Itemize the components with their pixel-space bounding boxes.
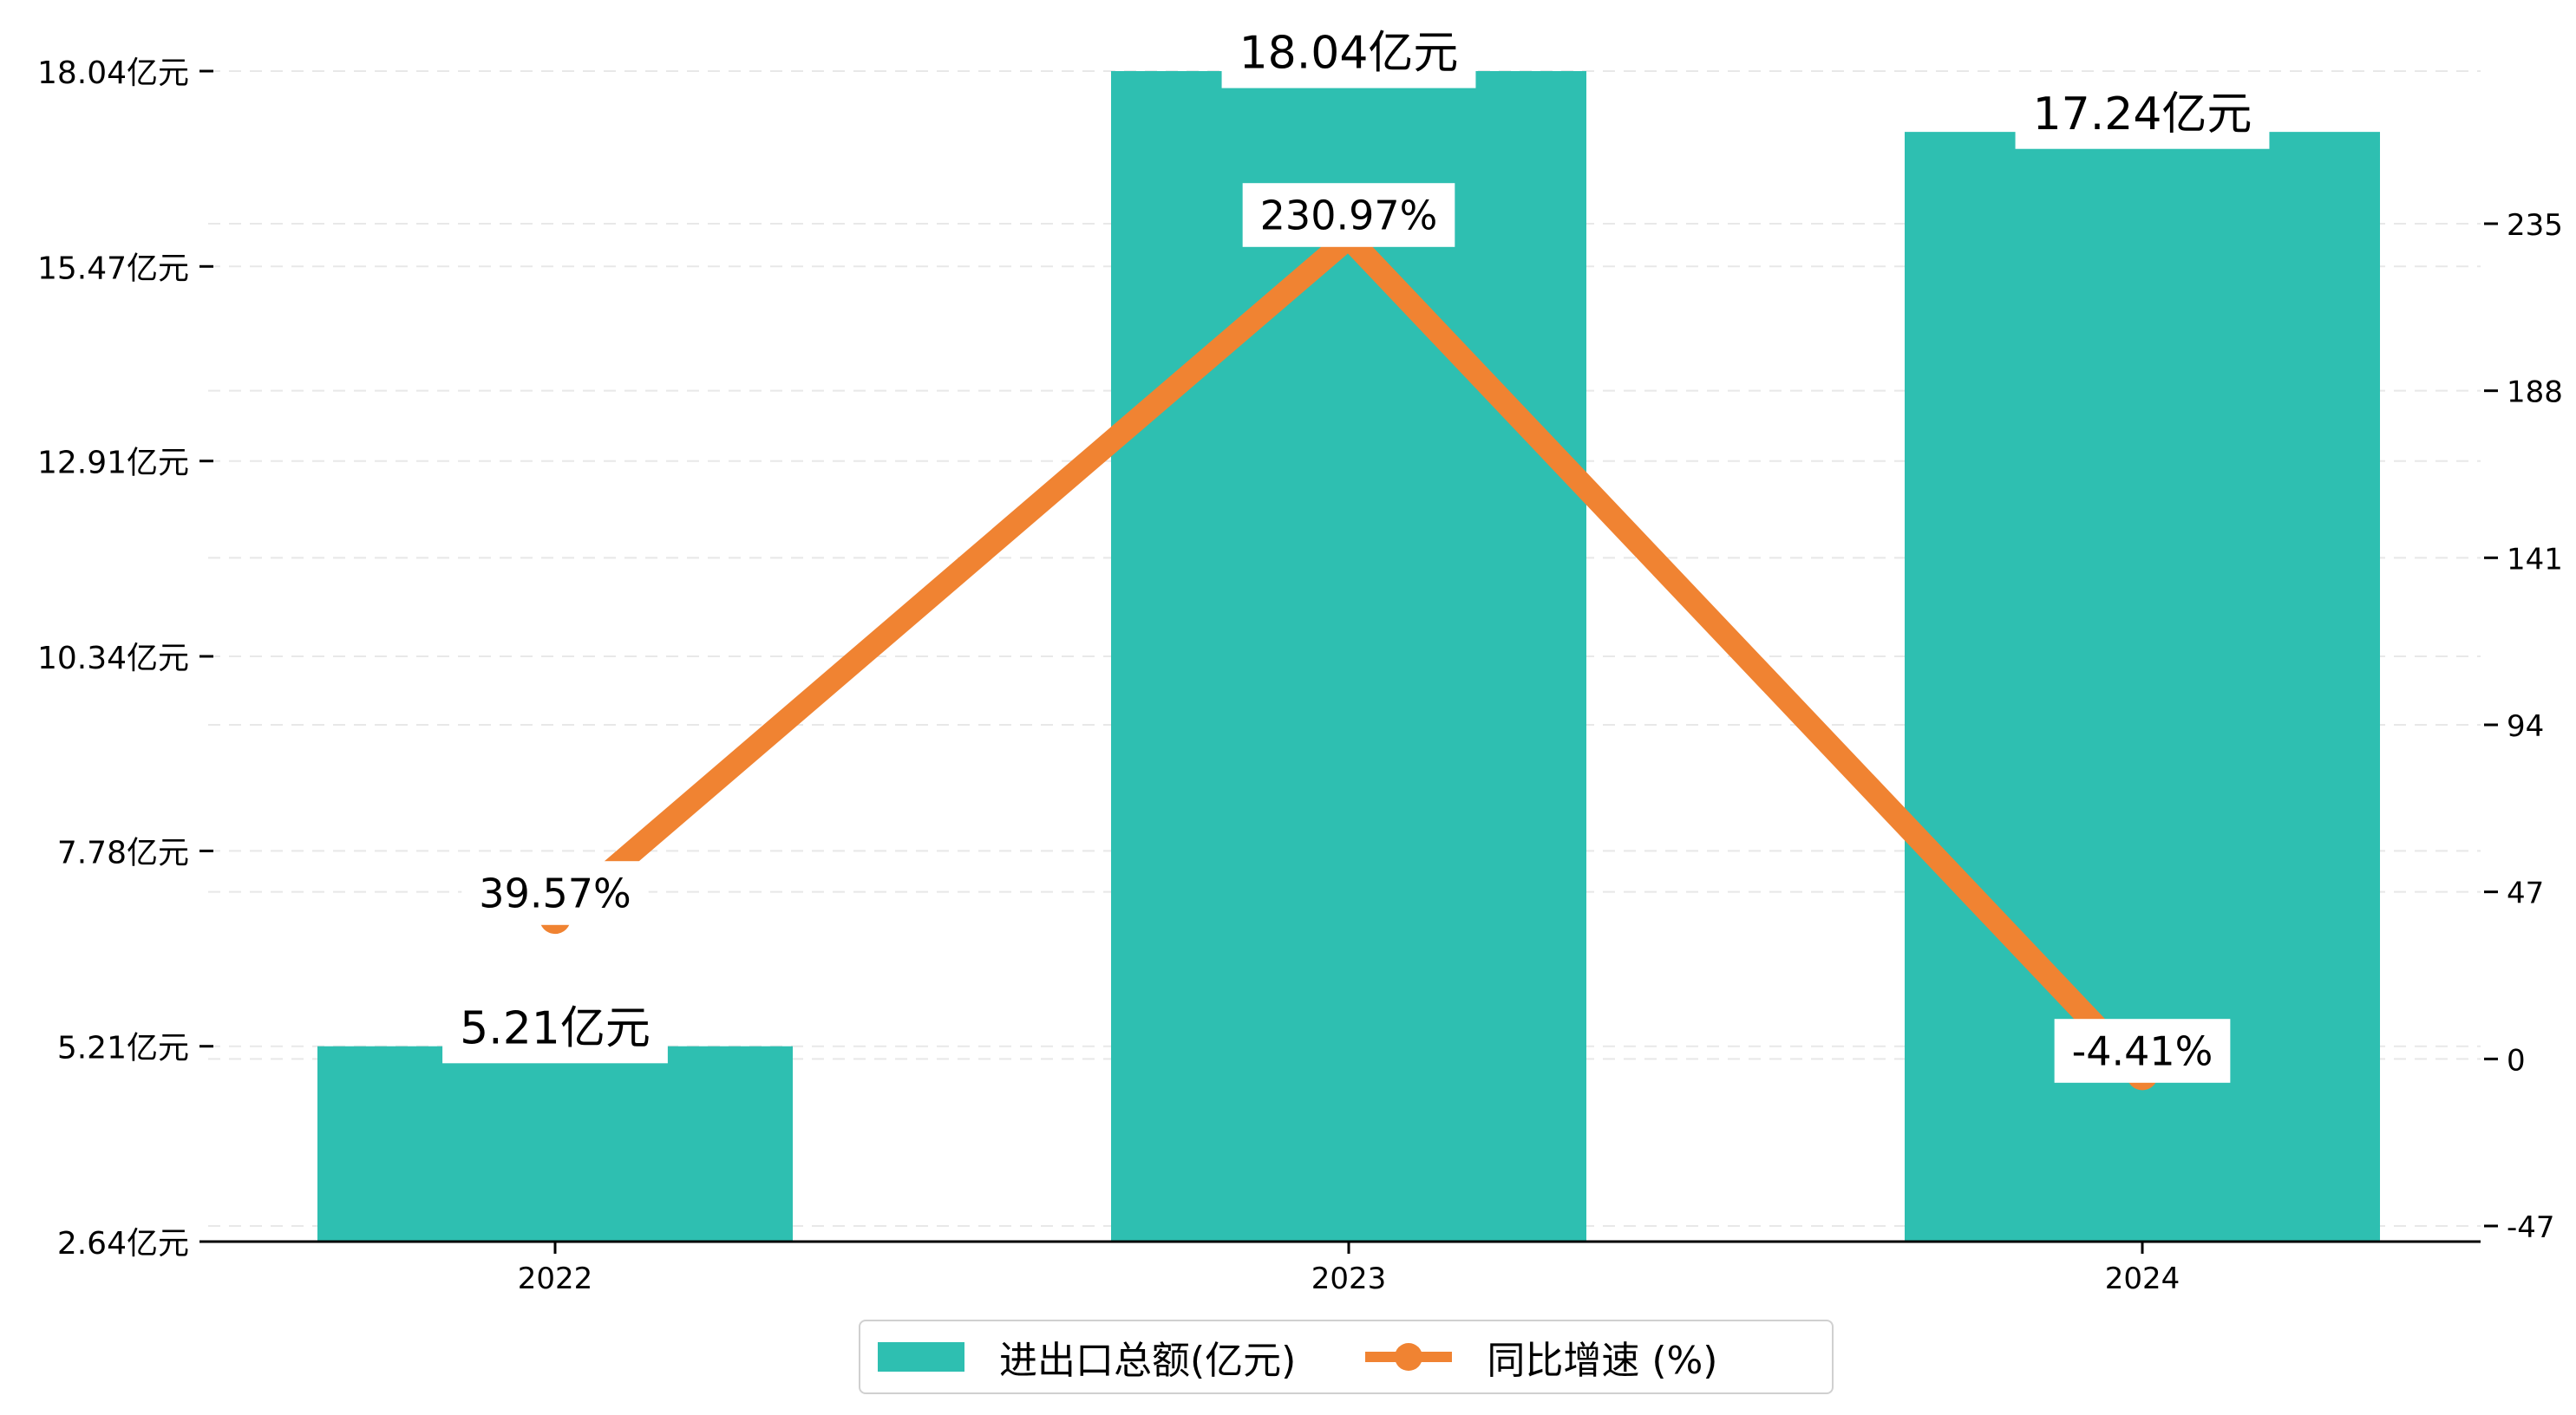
bar-value-label-2023-box <box>1221 16 1476 88</box>
y-left-tick-label: 18.04亿元 <box>37 55 189 91</box>
legend-item-line: 同比增速 (%) <box>1296 1321 1717 1392</box>
chart-legend: 进出口总额(亿元) 同比增速 (%) <box>859 1320 1834 1394</box>
y-left-tick-label: 2.64亿元 <box>57 1226 189 1262</box>
y-left-tick-label: 5.21亿元 <box>57 1031 189 1066</box>
y-right-tick-label: 47 <box>2507 877 2544 911</box>
legend-line-swatch <box>1365 1343 1453 1371</box>
growth-value-label-2022-box <box>461 861 649 925</box>
y-left-tick-label: 7.78亿元 <box>57 835 189 871</box>
bar-value-label-2024-text: 17.24亿元 <box>2033 88 2252 140</box>
bar-value-label-2022-text: 5.21亿元 <box>460 1002 651 1054</box>
legend-bar-swatch <box>878 1342 964 1372</box>
bar-value-label-2022-box <box>442 991 668 1064</box>
legend-line-label: 同比增速 (%) <box>1487 1339 1718 1383</box>
bar-value-label-2022: 5.21亿元 <box>442 991 668 1064</box>
bar-value-label-2024: 17.24亿元 <box>2015 76 2270 149</box>
growth-value-label-2024: -4.41% <box>2054 1019 2231 1083</box>
bar-2022 <box>317 1046 793 1242</box>
y-right-tick-label: 188 <box>2507 375 2563 410</box>
axes: 2.64亿元 5.21亿元 7.78亿元 10.34亿元 12.91亿元 15.47亿元 1… <box>37 55 2563 1296</box>
growth-value-label-2022-text: 39.57% <box>479 871 631 917</box>
x-tick-label: 2022 <box>518 1262 593 1296</box>
bar-2023 <box>1111 71 1586 1242</box>
x-tick-label: 2023 <box>1311 1262 1387 1296</box>
growth-value-label-2023-box <box>1242 183 1455 247</box>
growth-value-label-2023: 230.97% <box>1242 183 1455 247</box>
legend-bar-label: 进出口总额(亿元) <box>999 1339 1297 1383</box>
bar-value-label-2024-box <box>2015 76 2270 149</box>
bar-value-label-2023: 18.04亿元 <box>1221 16 1476 88</box>
y-left-tick-label: 10.34亿元 <box>37 641 189 676</box>
y-right-tick-label: -47 <box>2507 1210 2555 1245</box>
growth-value-label-2024-text: -4.41% <box>2072 1028 2213 1075</box>
x-tick-label: 2024 <box>2105 1262 2180 1296</box>
y-right-tick-label: 235 <box>2507 208 2563 243</box>
bar-series <box>317 71 2380 1242</box>
y-right-tick-label: 141 <box>2507 542 2563 577</box>
y-left-tick-label: 15.47亿元 <box>37 251 189 286</box>
y-left-tick-label: 12.91亿元 <box>37 446 189 481</box>
bar-value-label-2023-text: 18.04亿元 <box>1239 28 1459 80</box>
growth-value-label-2024-box <box>2054 1019 2231 1083</box>
legend-item-bar: 进出口总额(亿元) <box>860 1321 1296 1392</box>
growth-value-label-2022: 39.57% <box>461 861 649 925</box>
growth-value-label-2023-text: 230.97% <box>1260 192 1438 239</box>
y-right-tick-label: 94 <box>2507 709 2544 744</box>
data-labels: 5.21亿元 18.04亿元 17.24亿元 39.57% 230.97% -4.41% <box>442 16 2270 1083</box>
y-right-tick-label: 0 <box>2507 1043 2526 1078</box>
